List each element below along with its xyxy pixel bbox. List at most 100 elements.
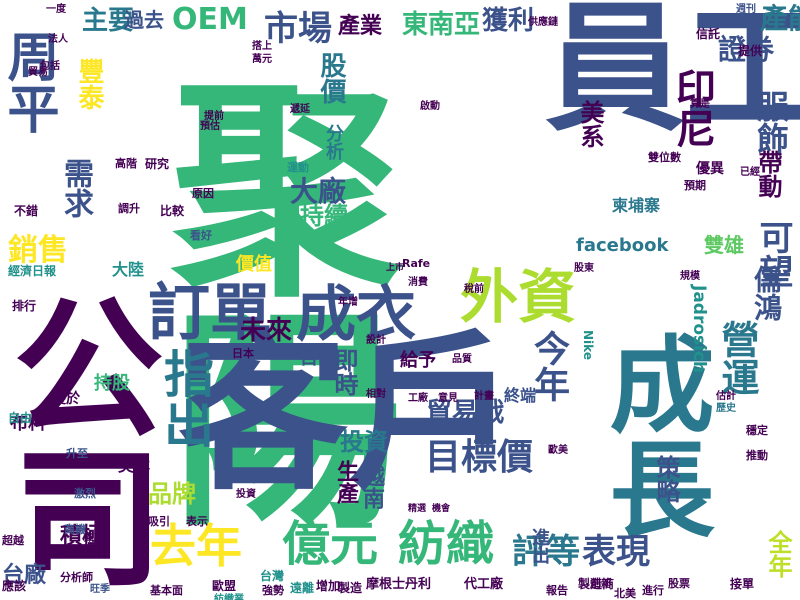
- word-xinyong: 信託: [696, 27, 721, 41]
- word-nike: Nike: [581, 330, 595, 360]
- word-huoli: 獲利: [482, 6, 535, 36]
- word-jiyu: 給予: [400, 350, 436, 371]
- word-zhizao: 遠離: [290, 581, 315, 595]
- word-youyu: 優於: [52, 391, 80, 407]
- word-jingzheng: 估計: [716, 391, 736, 402]
- word-chixu: 持續: [300, 202, 348, 230]
- word-beimei: 創新: [590, 577, 612, 590]
- word-jinchu: 進出: [529, 528, 550, 564]
- word-wending: 穩定: [746, 424, 768, 437]
- word-tuidong: 推動: [746, 449, 768, 462]
- word-taiwan: 台灣: [260, 569, 285, 583]
- word-guoqu: 過去: [124, 8, 164, 32]
- word-bucuo: 不錯: [14, 204, 39, 218]
- word-facebook: facebook: [576, 235, 669, 256]
- word-yidu: 法人: [48, 34, 68, 45]
- word-gongchang: 相對: [366, 389, 386, 400]
- word-kewang: 可望: [753, 220, 793, 288]
- word-dachang: 大廠: [290, 175, 347, 208]
- word-oumei: 週刊: [736, 4, 756, 15]
- word-biaoshi: 吸引: [148, 515, 170, 528]
- word-xiangdui: 機會: [432, 504, 451, 514]
- word-pingdeng: 評等: [512, 532, 580, 572]
- word-dapan: 歐美: [548, 445, 568, 456]
- word-jianpuzhai: 柬埔寨: [612, 196, 661, 215]
- word-tiaosheng: 原因: [192, 187, 214, 200]
- word-jiji: 積極: [60, 524, 105, 549]
- word-xiyin: 激烈: [74, 487, 96, 500]
- word-celue: 策略: [652, 455, 680, 503]
- word-oumeng: 歐盟: [212, 579, 237, 593]
- word-dajia: 消費: [408, 277, 428, 288]
- word-lishi: 設計: [366, 335, 386, 346]
- word-zijin: 年增: [338, 297, 358, 308]
- word-dashang: 提前: [204, 111, 224, 122]
- word-biaoxian: 表現: [582, 532, 650, 572]
- word-pinpai: 品牌: [148, 480, 196, 508]
- word-shangshi: 規模: [680, 271, 700, 282]
- word-fangzhi: 紡織: [398, 516, 495, 572]
- word-jiazhi: 價值: [236, 254, 272, 275]
- word-fushi: 服飾: [752, 90, 790, 154]
- word-waizi: 外資: [460, 263, 577, 331]
- word-jiedan: 股票: [668, 577, 690, 590]
- word-guji: 品質: [452, 354, 472, 365]
- word-maigeli: 排行: [12, 299, 37, 313]
- word-kucun: 商機: [64, 523, 86, 536]
- word-guimo: 算是: [690, 99, 710, 110]
- word-yinggai: 超越: [2, 534, 24, 547]
- word-ruhong: 儒鴻: [750, 265, 783, 321]
- word-yanjiu: 研究: [145, 157, 170, 171]
- word-yinni: 印尼: [669, 68, 715, 148]
- word-xiaofei: 股東: [574, 263, 594, 274]
- word-weilai: 未來: [240, 316, 293, 346]
- word-qiannian: 工廠: [408, 393, 428, 404]
- word-kehu: 客戶: [178, 316, 519, 514]
- word-buliao: 布料: [10, 413, 46, 434]
- word-zhuyao: 主要: [82, 6, 135, 36]
- word-qiangdiao: 稅前: [464, 284, 484, 295]
- word-mogen: 摩根士丹利: [366, 577, 432, 592]
- word-yuenan: 越南: [359, 465, 384, 509]
- word-fenxishi: 應該: [2, 579, 27, 593]
- word-shuangxiong: 雙雄: [704, 233, 744, 257]
- word-zengjia: 增加: [316, 579, 341, 593]
- word-shengchan: 生產: [333, 460, 358, 504]
- word-gupiao: 進行: [642, 584, 664, 597]
- word-dongshizhang: 提供: [738, 44, 763, 58]
- word-meixi: 美系: [576, 100, 604, 148]
- word-gaojie: 一度: [46, 4, 66, 15]
- word-wanyuan: 預估: [200, 121, 220, 132]
- word-jadrosich: Jadrosich: [689, 285, 709, 374]
- word-dongnanya: 東南亞: [402, 10, 481, 40]
- word-qunian: 去年: [150, 519, 242, 573]
- word-rencai: 精選: [408, 504, 427, 514]
- word-tiqian: 搭上: [252, 41, 272, 52]
- word-suanshi: 計畫: [474, 391, 494, 402]
- word-fangzhiye: 基本面: [150, 584, 183, 597]
- word-quannian: 全年: [764, 530, 792, 578]
- word-maoyizhan: 貿易戰: [426, 398, 505, 428]
- word-dalu: 大陸: [112, 260, 145, 279]
- word-chaoyue: 庫存: [84, 533, 104, 544]
- word-taichang: 台廠: [2, 563, 47, 588]
- word-daigongchang: 代工廠: [464, 577, 504, 592]
- word-chengyi: 成衣: [296, 280, 416, 350]
- word-dingdan: 訂單: [148, 276, 273, 349]
- word-shengzhi: 自由: [8, 411, 33, 425]
- word-youyi: 優異: [696, 161, 724, 177]
- word-juyang: 聚陽: [132, 70, 399, 530]
- word-muqian: 目前: [300, 348, 336, 369]
- word-zhoukan: 上市: [386, 263, 405, 273]
- word-yuanli: 強勢: [262, 584, 284, 597]
- word-fengtai: 豐泰: [74, 58, 104, 110]
- word-chuangxin: 報告: [546, 584, 568, 597]
- word-paihang: 雙位數: [648, 151, 681, 164]
- word-chigu: 持股: [94, 373, 130, 394]
- word-fenxi: 分析: [323, 124, 344, 160]
- word-wangji: 分析師: [60, 571, 93, 584]
- word-shangji: 表示: [186, 515, 208, 528]
- word-yuanshi: 萬元: [252, 54, 272, 65]
- word-riben: 日本: [232, 347, 254, 360]
- word-baokuo: 包括: [40, 61, 60, 72]
